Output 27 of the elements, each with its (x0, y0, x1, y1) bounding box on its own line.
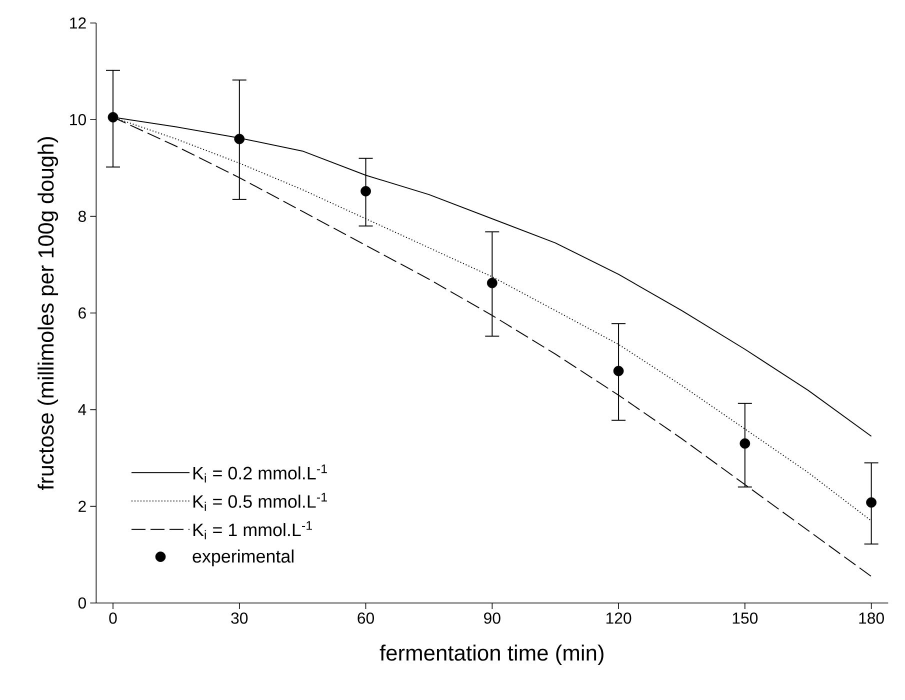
point (740, 438, 750, 449)
y-tick-label: 0 (78, 597, 86, 609)
y-tick-label: 2 (78, 500, 86, 512)
point (486, 278, 498, 288)
x-tick-label: 120 (606, 612, 632, 624)
legend-label: K$_{i}$ = 0.2 mmol.L$^{-1}$ (193, 464, 327, 482)
x-tick-label: 60 (358, 612, 374, 624)
point (360, 186, 371, 196)
point (108, 112, 118, 122)
legend-label: experimental (192, 550, 294, 566)
point (613, 366, 624, 376)
x-tick-label: 30 (231, 612, 248, 624)
y-tick-label: 10 (70, 114, 86, 126)
y-tick-label: 8 (78, 210, 86, 222)
y-tick-label: 6 (78, 307, 86, 319)
x-tick-label: 0 (109, 612, 117, 624)
x-axis-title: fermentation time (min) (380, 644, 604, 666)
point (866, 497, 877, 508)
x-tick-label: 150 (732, 612, 758, 624)
legend-label: K$_{i}$ = 1 mmol.L$^{-1}$ (193, 521, 312, 540)
legend-label: K$_{i}$ = 0.5 mmol.L$^{-1}$ (193, 492, 327, 511)
x-tick-label: 90 (484, 612, 500, 624)
point (234, 134, 245, 144)
y-axis-title: fructose (millimoles per 100g dough) (38, 137, 58, 490)
x-tick-label: 180 (859, 612, 884, 624)
y-tick-label: 12 (70, 17, 86, 29)
y-tick-label: 4 (78, 404, 86, 416)
